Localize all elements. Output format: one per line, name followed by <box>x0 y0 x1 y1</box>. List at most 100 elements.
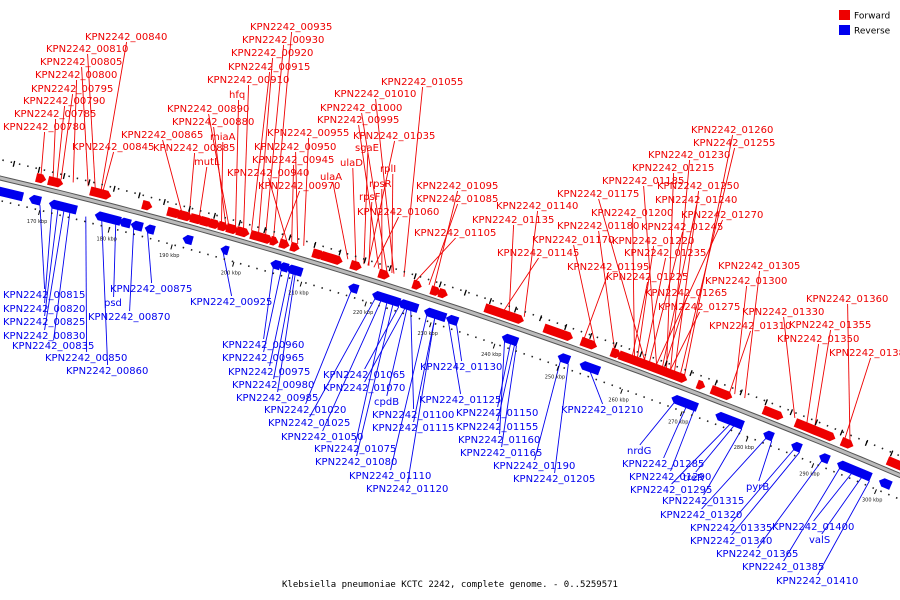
forward-gene-label: KPN2242_01060 <box>357 207 439 218</box>
scale-tick <box>232 261 235 267</box>
leader-line <box>52 118 57 178</box>
reverse-gene-label: KPN2242_01150 <box>456 408 538 419</box>
forward-gene-arrow <box>217 220 229 232</box>
leader-line <box>332 181 349 260</box>
forward-gene-label: KPN2242_01360 <box>806 294 888 305</box>
reverse-gene-label: KPN2242_01335 <box>690 523 772 534</box>
reverse-gene-label: KPN2242_00975 <box>228 367 310 378</box>
forward-gene-arrow <box>839 437 854 449</box>
reverse-gene-label: KPN2242_01080 <box>315 457 397 468</box>
legend: Forward Reverse <box>839 10 891 37</box>
reverse-gene-arrow <box>66 204 78 215</box>
leader-line <box>497 343 511 408</box>
leader-line <box>373 216 400 268</box>
forward-gene-label: KPN2242_01195 <box>567 262 649 273</box>
leader-line <box>364 306 400 370</box>
forward-gene-label: KPN2242_01135 <box>472 215 554 226</box>
leader-line <box>637 245 655 358</box>
leader-line <box>269 272 290 367</box>
leader-line <box>390 315 428 471</box>
scale-tick-label: 280 kbp <box>734 445 754 451</box>
forward-gene-arrow <box>609 347 622 359</box>
minor-tick <box>639 351 643 358</box>
leader-line <box>81 66 89 187</box>
forward-gene-label: KPN2242_01185 <box>602 176 684 187</box>
scale-tick <box>429 322 432 328</box>
leader-line <box>355 302 388 444</box>
minor-tick <box>564 324 568 331</box>
leader-line <box>573 244 595 342</box>
leader-line <box>415 237 456 281</box>
legend-label-reverse: Reverse <box>854 27 891 37</box>
forward-gene-arrow <box>235 225 250 238</box>
minor-tick <box>488 298 493 305</box>
leader-line <box>734 285 748 395</box>
forward-gene-label: KPN2242_01270 <box>681 210 763 221</box>
forward-gene-label: KPN2242_00840 <box>85 32 167 43</box>
leader-line <box>644 257 667 360</box>
leader-line <box>695 425 735 473</box>
reverse-gene-arrow <box>390 296 402 308</box>
leader-line <box>39 205 46 290</box>
leader-line <box>534 361 561 461</box>
forward-gene-label: KPN2242_01035 <box>353 131 435 142</box>
forward-gene-label: KPN2242_00785 <box>14 109 96 120</box>
scale-tick <box>170 244 173 250</box>
leader-lines <box>39 31 872 576</box>
reverse-gene-label: KPN2242_00985 <box>236 393 318 404</box>
minor-tick <box>87 179 91 186</box>
leader-line <box>758 440 773 482</box>
leader-line <box>363 152 369 265</box>
minor-tick <box>188 205 191 212</box>
leader-line <box>44 209 59 317</box>
leader-line <box>729 330 752 393</box>
reverse-gene-label: KPN2242_01285 <box>622 459 704 470</box>
leader-line <box>670 159 691 370</box>
leader-line <box>243 84 250 229</box>
forward-gene-label: sgaE <box>355 143 379 154</box>
forward-gene-label: KPN2242_01265 <box>645 288 727 299</box>
scale-tick-label: 180 kbp <box>97 237 117 243</box>
reverse-gene-arrow <box>878 478 893 490</box>
leader-line <box>433 190 459 287</box>
leader-line <box>671 424 731 485</box>
forward-gene-label: KPN2242_00810 <box>46 44 128 55</box>
forward-gene-label: KPN2242_01170 <box>532 235 614 246</box>
legend-swatch-reverse <box>839 25 850 35</box>
leader-line <box>281 190 301 240</box>
leader-line <box>263 270 282 353</box>
leader-line <box>554 364 569 474</box>
reverse-gene-label: KPN2242_01165 <box>460 448 542 459</box>
reverse-gene-arrow <box>683 399 699 412</box>
reverse-gene-label: nrdG <box>627 446 651 457</box>
reverse-gene-arrow <box>557 353 572 365</box>
minor-tick <box>513 306 518 313</box>
scale-tick <box>556 365 560 371</box>
forward-gene-label: KPN2242_01250 <box>657 181 739 192</box>
scale-tick-label: 230 kbp <box>418 331 438 337</box>
scale-tick <box>107 227 110 233</box>
leader-line <box>731 451 800 536</box>
forward-gene-label: KPN2242_01095 <box>416 181 498 192</box>
forward-gene-label: KPN2242_01085 <box>416 194 498 205</box>
reverse-gene-arrow <box>104 213 122 226</box>
forward-gene-label: KPN2242_01255 <box>693 138 775 149</box>
leader-line <box>456 325 463 362</box>
leader-line <box>85 216 88 353</box>
reverse-gene-label: KPN2242_01070 <box>323 383 405 394</box>
leader-line <box>403 86 424 277</box>
leader-line <box>113 224 117 298</box>
scale-tick <box>679 411 683 417</box>
reverse-gene-label: psd <box>104 298 122 309</box>
leader-line <box>222 253 233 297</box>
reverse-gene-label: KPN2242_01100 <box>372 410 454 421</box>
scale-tick <box>811 463 815 469</box>
forward-gene-label: KPN2242_01230 <box>648 150 730 161</box>
forward-gene-label: miaA <box>210 132 236 143</box>
leader-line <box>322 300 382 432</box>
leader-line <box>101 220 109 366</box>
forward-gene-label: KPN2242_01000 <box>320 103 402 114</box>
forward-gene-label: ulaA <box>320 172 342 183</box>
reverse-gene-label: KPN2242_01205 <box>513 474 595 485</box>
reverse-gene-label: KPN2242_00850 <box>45 353 127 364</box>
